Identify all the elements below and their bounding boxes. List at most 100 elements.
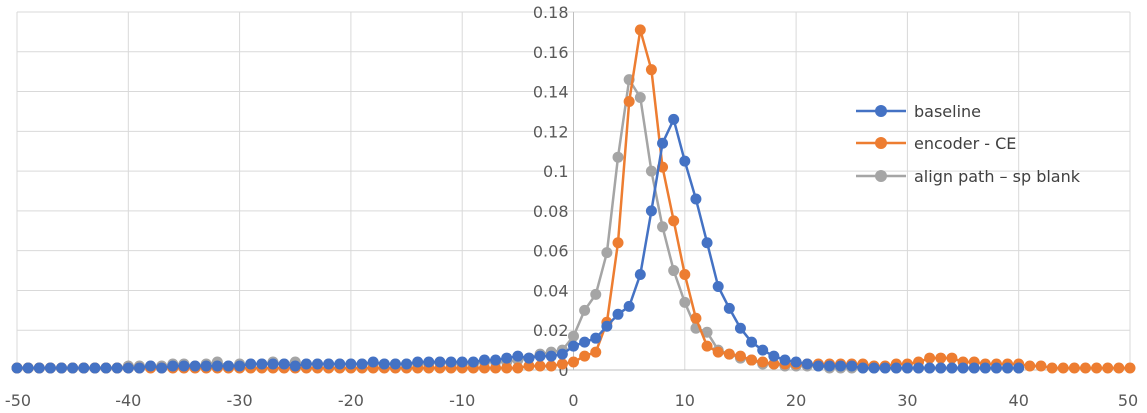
data-point (601, 320, 613, 332)
data-point (1035, 360, 1047, 372)
data-point (167, 360, 179, 372)
x-tick-label: -20 (338, 391, 364, 410)
data-point (645, 205, 657, 217)
data-point (935, 352, 947, 364)
data-point (823, 360, 835, 372)
data-point (623, 96, 635, 107)
data-point (846, 360, 858, 372)
data-point (44, 362, 56, 374)
series-group (11, 24, 1136, 374)
data-point (89, 362, 101, 374)
data-point (746, 354, 758, 366)
data-point (111, 362, 123, 374)
data-point (178, 360, 190, 372)
data-point (412, 356, 424, 368)
data-point (757, 344, 769, 356)
data-point (612, 237, 624, 249)
data-point (746, 336, 758, 348)
data-point (657, 221, 669, 233)
y-tick-label: 0.18 (533, 3, 569, 22)
data-point (490, 362, 502, 374)
data-point (211, 360, 223, 372)
data-point (445, 356, 457, 368)
data-point (790, 356, 802, 368)
legend-label: baseline (914, 102, 981, 121)
legend-marker (875, 105, 887, 117)
data-point (634, 24, 646, 36)
data-point (734, 350, 746, 362)
y-tick-label: 0.08 (533, 202, 569, 221)
data-point (590, 288, 602, 300)
data-point (189, 360, 201, 372)
data-point (723, 302, 735, 314)
data-point (690, 193, 702, 205)
data-point (133, 362, 145, 374)
data-point (657, 137, 669, 149)
data-point (679, 155, 691, 167)
data-point (645, 64, 657, 76)
data-point (478, 354, 490, 366)
data-point (623, 300, 635, 312)
data-point (1079, 362, 1091, 374)
data-point (501, 352, 513, 364)
data-point (78, 362, 90, 374)
data-point (768, 350, 780, 362)
y-tick-label: 0.16 (533, 43, 569, 62)
data-point (1024, 360, 1036, 372)
series-align-path-sp-blank (11, 74, 1025, 374)
data-point (568, 340, 579, 352)
data-point (467, 356, 479, 368)
data-point (935, 362, 947, 374)
data-point (968, 362, 980, 374)
legend-label: align path – sp blank (914, 167, 1081, 186)
data-point (579, 304, 591, 316)
data-point (1124, 362, 1136, 374)
data-point (512, 350, 524, 362)
y-tick-label: 0.02 (533, 321, 569, 340)
data-point (1068, 362, 1080, 374)
legend-marker (875, 170, 887, 182)
series-line (17, 78, 1019, 370)
data-point (423, 356, 435, 368)
data-point (913, 362, 925, 374)
data-point (668, 215, 680, 227)
x-tick-label: 20 (786, 391, 806, 410)
data-point (323, 358, 335, 370)
data-point (278, 358, 290, 370)
data-point (734, 322, 746, 334)
data-point (401, 358, 413, 370)
y-tick-label: 0.06 (533, 242, 569, 261)
data-point (768, 358, 780, 370)
data-point (56, 362, 68, 374)
data-point (1002, 362, 1014, 374)
data-point (156, 362, 168, 374)
data-point (601, 247, 613, 259)
data-point (612, 308, 624, 320)
data-point (312, 358, 324, 370)
data-point (835, 360, 847, 372)
data-point (245, 358, 257, 370)
x-tick-label: -40 (115, 391, 141, 410)
data-point (100, 362, 112, 374)
data-point (490, 354, 502, 366)
data-point (668, 113, 680, 125)
data-point (11, 362, 23, 374)
data-point (857, 362, 869, 374)
data-point (812, 360, 824, 372)
x-tick-label: -50 (5, 391, 31, 410)
data-point (568, 356, 579, 368)
data-point (378, 358, 390, 370)
data-point (389, 358, 401, 370)
series-baseline (11, 113, 1025, 374)
data-point (222, 360, 234, 372)
data-point (256, 358, 268, 370)
data-point (67, 362, 79, 374)
data-point (1013, 362, 1025, 374)
data-point (712, 280, 724, 292)
x-tick-label: 50 (1118, 391, 1138, 410)
data-point (979, 362, 991, 374)
x-tick-label: -30 (227, 391, 253, 410)
data-point (200, 360, 212, 372)
